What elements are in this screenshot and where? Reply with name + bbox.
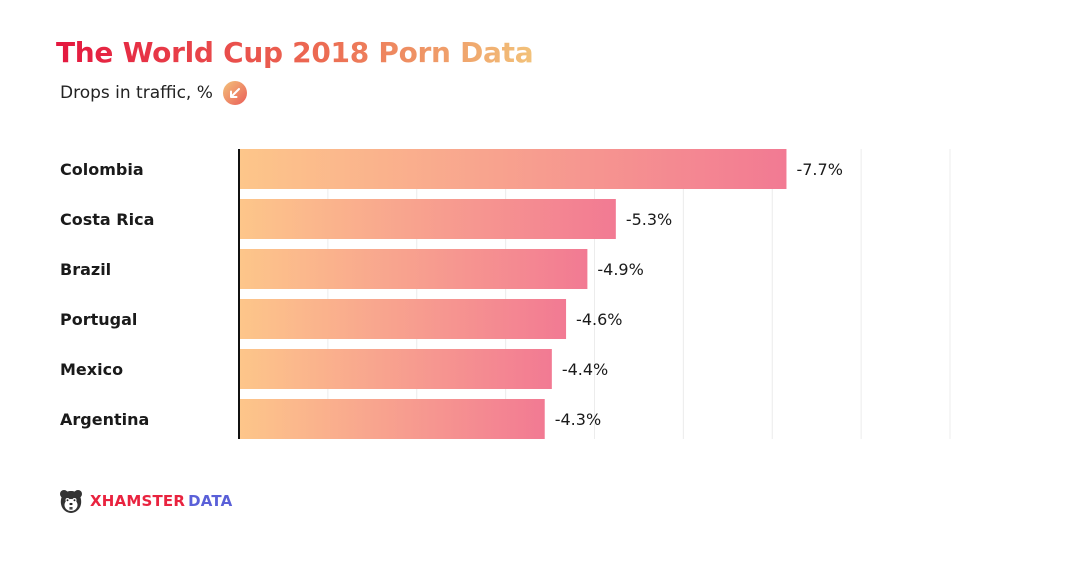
chart-grid [327,149,951,439]
value-label: -4.3% [555,410,601,429]
chart-bars [239,149,787,439]
value-label: -4.4% [562,360,608,379]
brand-name-part2: DATA [188,492,233,510]
bar-portugal [239,299,567,339]
value-label: -4.9% [597,260,643,279]
category-label: Portugal [60,310,137,329]
chart-subtitle: Drops in traffic, % [60,81,247,105]
value-label: -7.7% [796,160,842,179]
category-label: Brazil [60,260,111,279]
value-label: -4.6% [576,310,622,329]
bar-brazil [239,249,588,289]
category-label: Mexico [60,360,123,379]
arrow-down-left-icon [222,81,247,105]
bar-costa-rica [239,199,616,239]
bar-argentina [239,399,545,439]
brand-name-part1: XHAMSTER [90,492,186,510]
bar-chart: Colombia -7.7% Costa Rica -5.3% Brazil -4.9% P… [60,149,951,439]
bar-colombia [239,149,787,189]
category-label: Costa Rica [60,210,154,229]
brand-logo: XHAMSTER DATA [58,488,232,514]
hamster-logo-icon [60,490,82,513]
category-label: Colombia [60,160,144,179]
page-title: The World Cup 2018 Porn Data [56,36,534,69]
chart-labels: Colombia -7.7% Costa Rica -5.3% Brazil -4.9% P… [60,160,843,429]
subtitle-text: Drops in traffic, % [60,83,213,103]
category-label: Argentina [60,410,149,429]
bar-mexico [239,349,552,389]
value-label: -5.3% [626,210,672,229]
